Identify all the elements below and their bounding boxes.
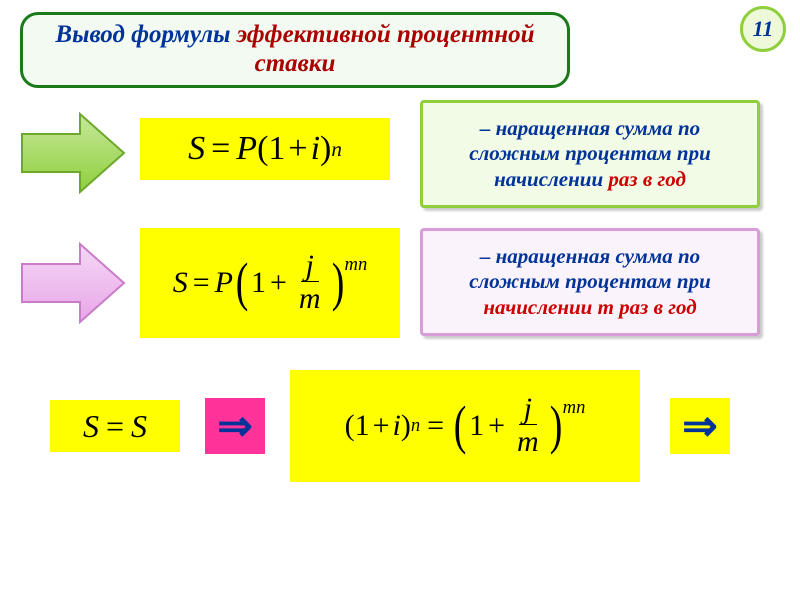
formula-annual: S = P (1 + i)n (140, 118, 390, 180)
description-m-times: – наращенная сумма по сложным процентам … (420, 228, 760, 336)
formula-equality: S = S (50, 400, 180, 452)
page-number: 11 (753, 16, 774, 42)
description-annual: – наращенная сумма по сложным процентам … (420, 100, 760, 208)
title-box: Вывод формулы эффективной процентной ста… (20, 12, 570, 88)
title-part2: эффективной процентной ставки (237, 21, 535, 77)
arrow-pink-icon (18, 240, 128, 326)
desc2-text: – наращенная сумма по сложным процентам … (469, 244, 711, 293)
implies-icon-2: ⇒ (670, 398, 730, 454)
title-part1: Вывод формулы (55, 21, 236, 48)
page-number-badge: 11 (740, 6, 786, 52)
formula-final-equality: (1 + i)n = ( 1 + jm )mn (290, 370, 640, 482)
arrow-green-icon (18, 110, 128, 196)
desc2-emph: начислении m раз в год (483, 295, 696, 319)
desc1-emph: раз в год (608, 167, 685, 191)
formula-m-times: S = P ( 1 + jm )mn (140, 228, 400, 338)
implies-icon-1: ⇒ (205, 398, 265, 454)
